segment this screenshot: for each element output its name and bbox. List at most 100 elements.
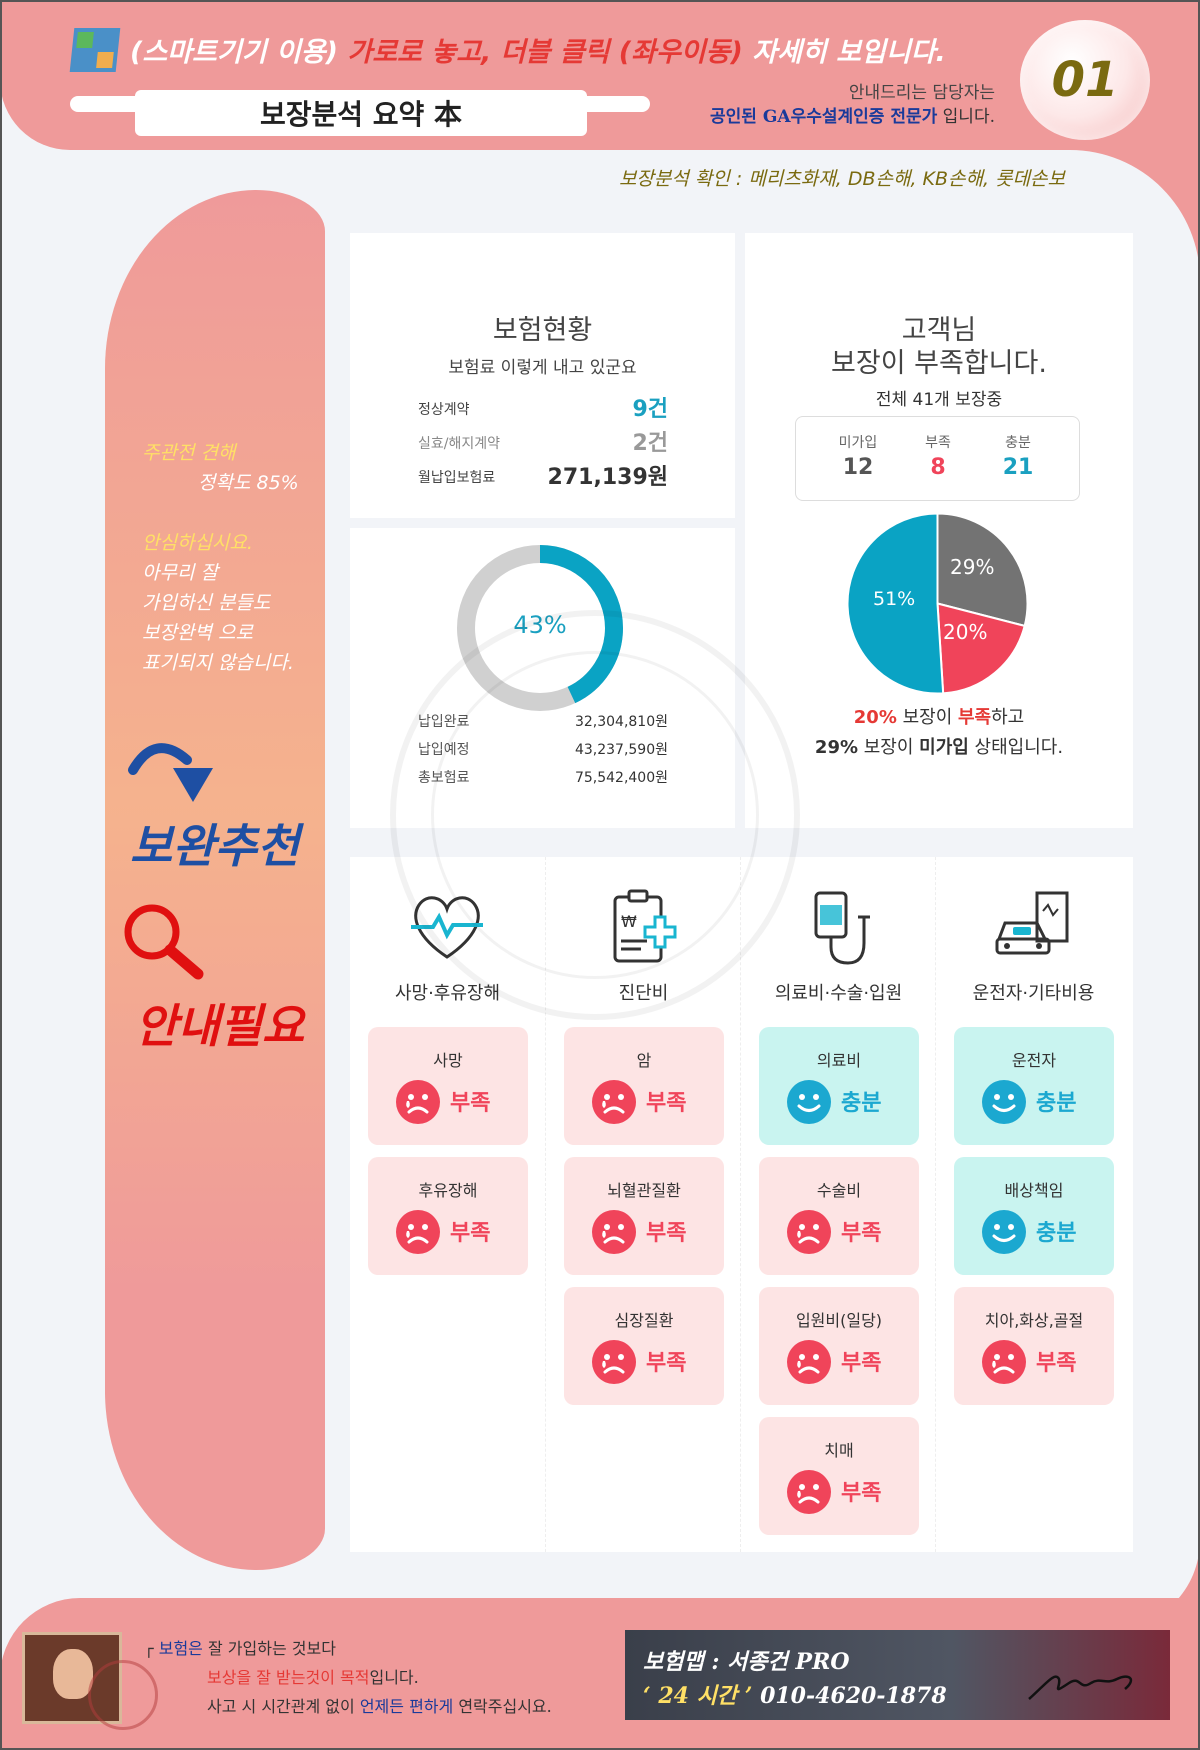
accuracy-text: 정확도 85% — [198, 472, 299, 494]
coverage-tile[interactable]: 암 부족 — [564, 1027, 724, 1145]
footer-keyword: 언제든 편하게 — [359, 1697, 454, 1716]
coverage-status: 충분 — [1036, 1091, 1077, 1116]
coverage-name: 심장질환 — [614, 1311, 674, 1330]
coverage-status: 부족 — [841, 1481, 882, 1506]
status-row: 실효/해지계약 2건 — [418, 425, 668, 456]
coverage-status: 부족 — [450, 1091, 491, 1116]
coverage-status: 충분 — [841, 1091, 882, 1116]
status-row-value: 9건 — [632, 397, 668, 422]
coverage-tile[interactable]: 의료비 충분 — [759, 1027, 919, 1145]
coverage-status: 부족 — [841, 1351, 882, 1376]
sad-face-icon — [982, 1340, 1026, 1384]
footer-text: 사고 시 시간관계 없이 — [207, 1697, 360, 1716]
status-row-value: 271,139원 — [547, 465, 668, 490]
coverage-status: 부족 — [646, 1091, 687, 1116]
coverage-tile[interactable]: 사망 부족 — [368, 1027, 528, 1145]
count-value: 21 — [1002, 455, 1034, 480]
sad-face-icon — [787, 1340, 831, 1384]
note-keyword: 부족 — [957, 707, 992, 728]
guide-line: 안내드리는 담당자는 — [848, 83, 995, 103]
heart-pulse-icon — [411, 896, 483, 959]
payment-row-value: 32,304,810원 — [574, 714, 668, 730]
coverage-tile[interactable]: 배상책임 충분 — [954, 1157, 1114, 1275]
payment-row: 납입예정 43,237,590원 — [418, 739, 668, 761]
postmark-stamp — [88, 1660, 158, 1730]
header-title-suffix: 자세히 보입니다. — [752, 37, 946, 68]
coverage-tile[interactable]: 후유장해 부족 — [368, 1157, 528, 1275]
coverage-tile[interactable]: 뇌혈관질환 부족 — [564, 1157, 724, 1275]
opinion-label-text: 주관전 견해 — [142, 442, 236, 464]
count-value: 8 — [930, 455, 946, 480]
guide-credential-bold: 공인된 GA우수설계인증 전문가 — [710, 107, 938, 127]
coverage-status: 부족 — [646, 1351, 687, 1376]
contact-name: 보험맵 : 서종건 PRO — [643, 1649, 850, 1675]
coverage-name: 치매 — [824, 1441, 854, 1460]
payment-row-label: 납입예정 — [418, 742, 470, 758]
magnifier-icon — [124, 904, 204, 980]
coverage-tile[interactable]: 수술비 부족 — [759, 1157, 919, 1275]
customer-title: 고객님 — [901, 315, 977, 346]
coverage-status: 충분 — [1036, 1221, 1077, 1246]
count-value: 12 — [842, 455, 874, 480]
coverage-name: 의료비 — [816, 1051, 862, 1070]
payment-row-value: 75,542,400원 — [574, 770, 668, 786]
footer-text: 잘 가입하는 것보다 — [202, 1639, 336, 1658]
donut-percent-label: 43% — [513, 611, 567, 639]
iv-drip-icon — [814, 891, 870, 965]
sad-face-icon — [396, 1080, 440, 1124]
coverage-detail-card: 사망·후유장해 사망 부족 후유장해 부족 ₩ 진단비 암 부족 뇌혈관질환 — [350, 857, 1133, 1552]
contact-banner[interactable]: 보험맵 : 서종건 PRO ‘ 24 시간 ’ 010-4620-1878 — [625, 1630, 1170, 1720]
coverage-name: 후유장해 — [418, 1181, 478, 1200]
footer-line: ┌ 보험은 잘 가입하는 것보다 — [144, 1639, 336, 1658]
contact-phone-line: ‘ 24 시간 ’ 010-4620-1878 — [643, 1678, 947, 1710]
category-label: 진단비 — [618, 983, 669, 1004]
footer-text: 연락주십시요. — [453, 1697, 552, 1716]
customer-coverage-card: 고객님 보장이 부족합니다. 전체 41개 보장중 미가입 12 부족 8 충분… — [745, 233, 1133, 828]
customer-subtitle: 전체 41개 보장중 — [875, 390, 1003, 410]
category-death-disability: 사망·후유장해 사망 부족 후유장해 부족 — [350, 857, 545, 1552]
note-keyword: 미가입 — [919, 737, 969, 758]
status-row: 월납입보험료 271,139원 — [418, 459, 668, 490]
count-label: 충분 — [1005, 435, 1031, 451]
status-row: 정상계약 9건 — [418, 391, 668, 422]
car-document-icon — [995, 891, 1069, 955]
count-not-joined: 미가입 12 — [818, 432, 898, 480]
coverage-name: 운전자 — [1011, 1051, 1057, 1070]
footer-line: 보상을 잘 받는것이 목적입니다. — [207, 1664, 419, 1688]
pie-label-sufficient: 51% — [873, 588, 916, 610]
status-subtitle: 보험료 이렇게 내고 있군요 — [448, 358, 637, 378]
reassure-line: 가입하신 분들도 — [142, 592, 271, 614]
coverage-tile[interactable]: 치매 부족 — [759, 1417, 919, 1535]
payment-row-value: 43,237,590원 — [574, 742, 668, 758]
coverage-tile[interactable]: 입원비(일당) 부족 — [759, 1287, 919, 1405]
payment-donut-chart — [457, 545, 623, 711]
guide-credential: 공인된 GA우수설계인증 전문가 입니다. — [620, 102, 995, 127]
contact-hours: ‘ 24 시간 ’ — [643, 1683, 753, 1709]
coverage-status: 부족 — [450, 1221, 491, 1246]
header-title-prefix: (스마트기기 이용) — [130, 37, 338, 68]
coverage-status: 부족 — [1036, 1351, 1077, 1376]
payment-row-label: 납입완료 — [418, 714, 470, 730]
sad-face-icon — [592, 1080, 636, 1124]
note-text: 상태입니다. — [968, 737, 1064, 758]
coverage-tile[interactable]: 운전자 충분 — [954, 1027, 1114, 1145]
payment-progress-card: 43% 납입완료 32,304,810원 납입예정 43,237,590원 총보… — [350, 528, 735, 828]
sad-face-icon — [396, 1210, 440, 1254]
contact-phone[interactable]: 010-4620-1878 — [752, 1683, 947, 1709]
coverage-tile[interactable]: 치아,화상,골절 부족 — [954, 1287, 1114, 1405]
side-panel — [105, 190, 325, 1570]
smile-face-icon — [982, 1210, 1026, 1254]
coverage-tile[interactable]: 심장질환 부족 — [564, 1287, 724, 1405]
category-driver-etc: 운전자·기타비용 운전자 충분 배상책임 충분 치아,화상,골절 부족 — [935, 857, 1130, 1552]
category-diagnosis: ₩ 진단비 암 부족 뇌혈관질환 부족 심장질환 부족 — [545, 857, 740, 1552]
payment-row: 총보험료 75,542,400원 — [418, 767, 668, 789]
category-medical: 의료비·수술·입원 의료비 충분 수술비 부족 입원비(일당) 부족 치매 부족 — [740, 857, 935, 1552]
coverage-status: 부족 — [841, 1221, 882, 1246]
footer-line: 사고 시 시간관계 없이 언제든 편하게 연락주십시요. — [207, 1693, 552, 1717]
note-text: 보장이 — [858, 737, 920, 758]
status-row-value: 2건 — [632, 431, 668, 456]
reassure-line: 보장완벽 으로 — [142, 622, 253, 644]
footer-text: 입니다. — [369, 1668, 419, 1687]
category-label: 의료비·수술·입원 — [774, 983, 903, 1004]
category-label: 사망·후유장해 — [394, 983, 501, 1004]
